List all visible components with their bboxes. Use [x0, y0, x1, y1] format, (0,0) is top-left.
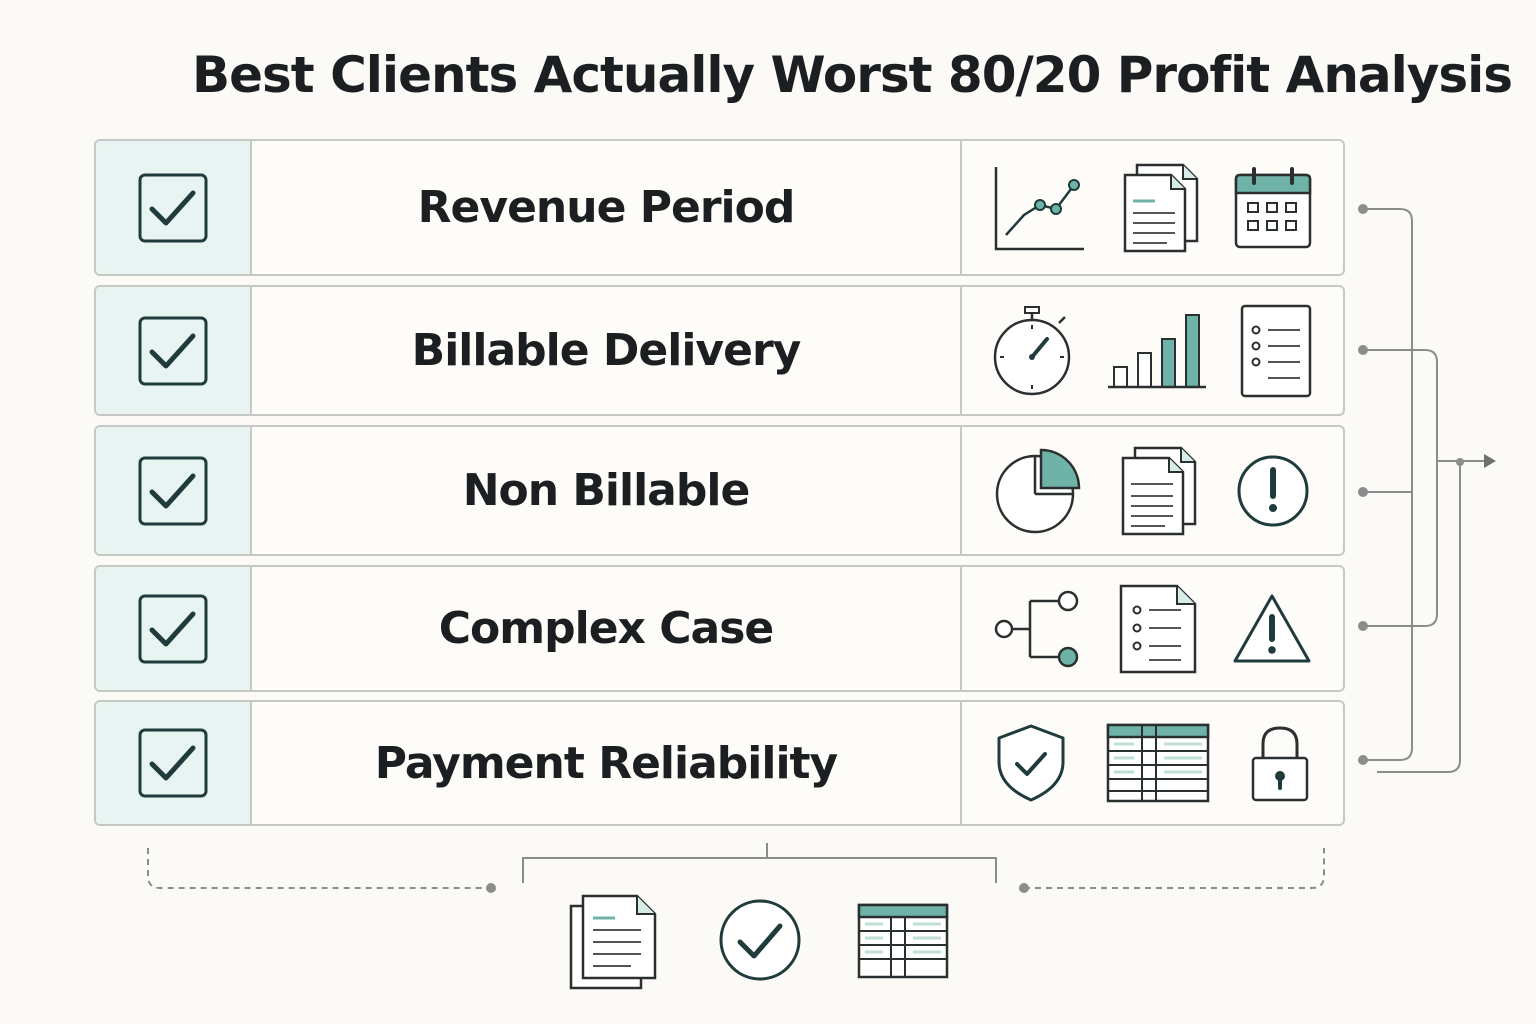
bar-chart-icon [1108, 313, 1207, 389]
checkbox-checked-icon[interactable] [138, 728, 208, 798]
shield-check-icon [997, 724, 1065, 802]
criteria-label: Complex Case [438, 603, 774, 654]
criteria-label-cell: Non Billable [252, 427, 962, 554]
criteria-label-cell: Revenue Period [252, 141, 962, 274]
criteria-row-non-billable: Non Billable [94, 425, 1345, 556]
alert-circle-icon [1236, 454, 1310, 528]
branch-icon [994, 590, 1084, 667]
criteria-icons [962, 702, 1343, 824]
documents-icon [569, 894, 657, 990]
padlock-icon [1251, 724, 1309, 802]
criteria-label: Revenue Period [417, 182, 796, 233]
checklist-icon [1240, 304, 1312, 398]
page-title: Best Clients Actually Worst 80/20 Profit… [192, 46, 1513, 104]
documents-icon [1121, 163, 1199, 253]
criteria-row-billable-delivery: Billable Delivery [94, 285, 1345, 416]
criteria-label: Billable Delivery [411, 325, 802, 376]
criteria-label: Payment Reliability [374, 737, 838, 789]
criteria-row-complex-case: Complex Case [94, 565, 1345, 692]
criteria-label: Non Billable [462, 465, 751, 516]
checkbox-cell [96, 141, 252, 274]
stopwatch-icon [993, 305, 1075, 397]
documents-icon [1119, 446, 1197, 536]
table-icon [1106, 723, 1210, 803]
checkbox-cell [96, 287, 252, 414]
criteria-label-cell: Complex Case [252, 567, 962, 690]
checklist-document-icon [1119, 584, 1197, 674]
checkbox-checked-icon[interactable] [138, 456, 208, 526]
check-circle-icon [718, 898, 802, 982]
criteria-row-revenue-period: Revenue Period [94, 139, 1345, 276]
criteria-icons [962, 567, 1343, 690]
criteria-label-cell: Payment Reliability [252, 702, 962, 824]
criteria-icons [962, 287, 1343, 414]
checkbox-cell [96, 702, 252, 824]
table-icon [857, 903, 949, 979]
warning-triangle-icon [1232, 593, 1312, 665]
checkbox-checked-icon[interactable] [138, 594, 208, 664]
pie-chart-icon [995, 448, 1081, 534]
checkbox-cell [96, 427, 252, 554]
criteria-label-cell: Billable Delivery [252, 287, 962, 414]
calendar-icon [1234, 166, 1312, 249]
checkbox-checked-icon[interactable] [138, 316, 208, 386]
criteria-icons [962, 141, 1343, 274]
criteria-icons [962, 427, 1343, 554]
criteria-row-payment-reliability: Payment Reliability [94, 700, 1345, 826]
checkbox-cell [96, 567, 252, 690]
line-chart-icon [994, 165, 1086, 251]
checkbox-checked-icon[interactable] [138, 173, 208, 243]
